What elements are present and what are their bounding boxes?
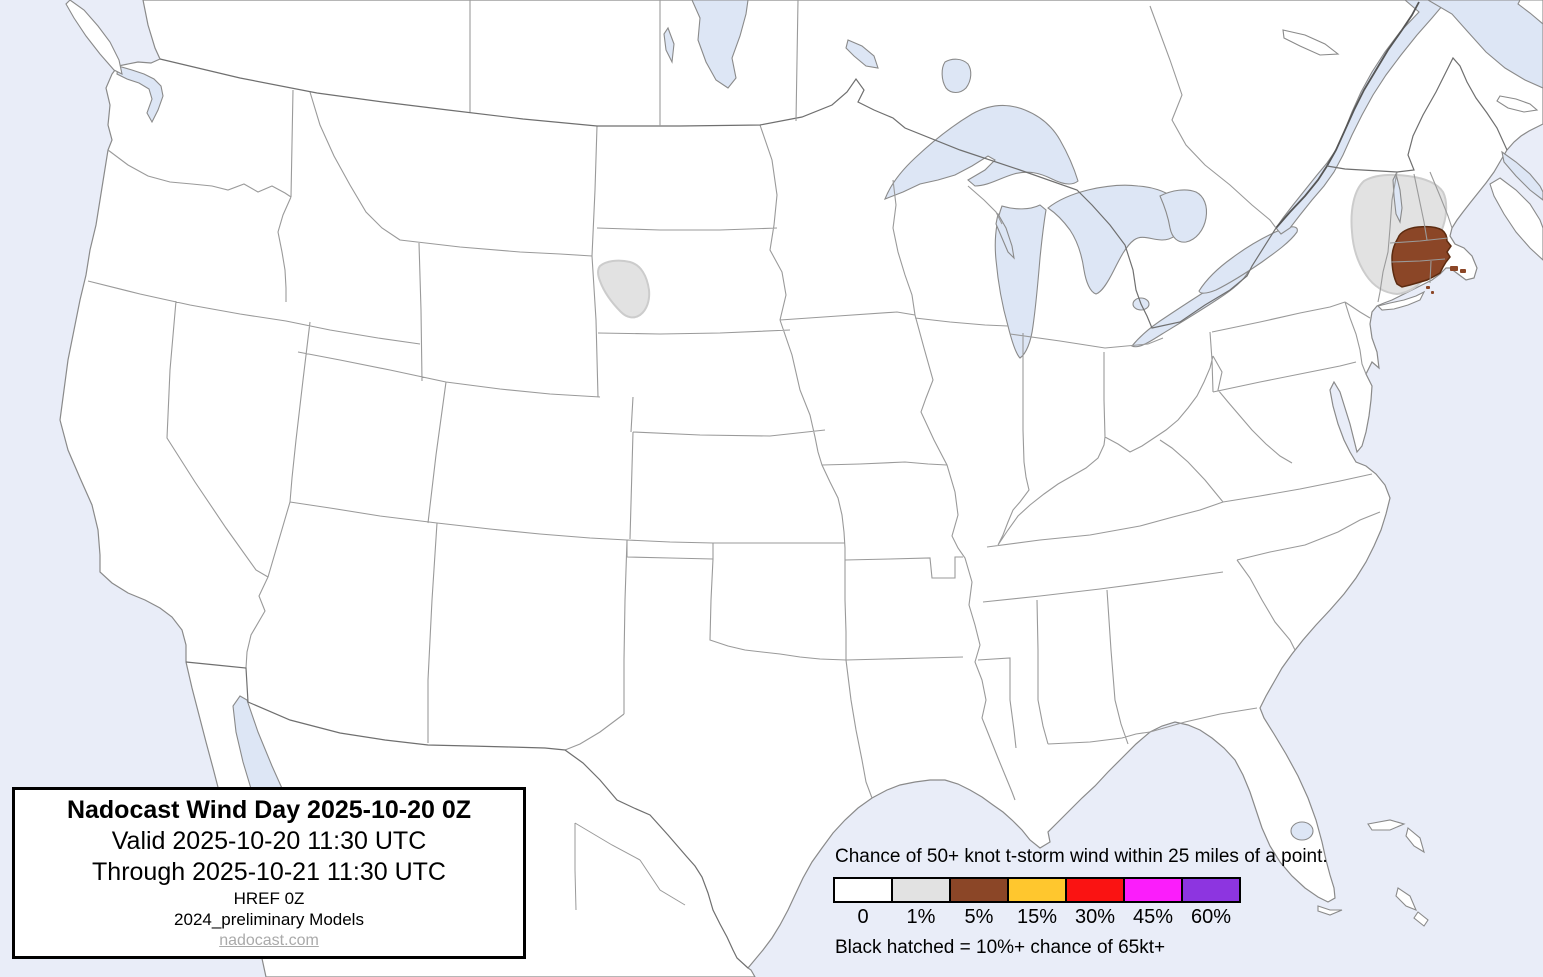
lake-huron — [1047, 184, 1184, 295]
legend-label-45pct: 45% — [1132, 906, 1174, 928]
islands — [65, 0, 1543, 927]
forecast-through-time: Through 2025-10-21 11:30 UTC — [92, 858, 446, 886]
legend-swatch-60pct — [1181, 877, 1241, 903]
probability-contours — [597, 173, 1466, 319]
bahamas-islands — [1367, 819, 1429, 927]
florida-keys — [1317, 905, 1343, 916]
mexico-state-borders — [574, 822, 686, 911]
legend-label-15pct: 15% — [1016, 906, 1058, 928]
lake-okeechobee — [1290, 821, 1314, 841]
lake-of-the-woods — [845, 39, 879, 69]
vancouver-island — [65, 0, 123, 76]
us-canada-45n-and-maine-border — [1326, 56, 1508, 173]
prince-edward-island — [1496, 95, 1539, 113]
legend-label-30pct: 30% — [1074, 906, 1116, 928]
legend-labels: 0 1% 5% 15% 30% 45% 60% — [833, 906, 1328, 929]
nadocast-site-link[interactable]: nadocast.com — [219, 932, 319, 949]
us-mexico-border — [185, 661, 749, 969]
lake-manitoba — [663, 26, 675, 64]
forecast-title: Nadocast Wind Day 2025-10-20 0Z — [66, 796, 472, 824]
legend-label-5pct: 5% — [964, 906, 994, 928]
legend-label-60pct: 60% — [1190, 906, 1232, 928]
lake-champlain — [1392, 172, 1403, 224]
st-lawrence-river-and-estuary — [1275, 0, 1446, 235]
cape-breton-nova-scotia — [1489, 177, 1543, 261]
state-borders — [87, 89, 1453, 801]
newfoundland-corner — [1517, 0, 1543, 25]
st-lawrence-border-river — [1275, 1, 1420, 229]
prob-5pct-island-specks — [1426, 266, 1466, 294]
legend-hatch-note: Black hatched = 10%+ chance of 65kt+ — [835, 937, 1166, 958]
international-borders — [159, 0, 1508, 969]
forecast-models-label: 2024_preliminary Models — [174, 910, 364, 929]
legend-swatch-15pct — [1007, 877, 1067, 903]
forecast-valid-time: Valid 2025-10-20 11:30 UTC — [111, 827, 427, 855]
probability-legend: Chance of 50+ knot t-storm wind within 2… — [833, 846, 1328, 959]
legend-label-1pct: 1% — [906, 906, 936, 928]
long-island — [1376, 290, 1426, 311]
legend-color-scale — [833, 877, 1328, 903]
prob-area-1pct-south-dakota — [597, 259, 651, 319]
lake-nipigon — [941, 58, 972, 94]
lake-winnipeg — [691, 0, 749, 89]
georgian-bay — [1159, 189, 1208, 243]
continent-landmass — [59, 0, 1543, 977]
legend-swatch-1pct — [891, 877, 951, 903]
legend-swatch-0 — [833, 877, 893, 903]
anticosti-island — [1282, 29, 1340, 56]
us-canada-border — [159, 58, 1277, 329]
canada-provincial-borders — [469, 0, 1277, 229]
legend-swatch-5pct — [949, 877, 1009, 903]
great-lakes — [116, 0, 1543, 841]
bay-of-fundy — [1501, 150, 1543, 201]
legend-swatch-30pct — [1065, 877, 1125, 903]
green-bay — [995, 212, 1015, 260]
legend-heading: Chance of 50+ knot t-storm wind within 2… — [835, 846, 1328, 867]
lake-ontario — [1198, 226, 1298, 294]
lake-superior — [884, 105, 1079, 200]
strait-of-georgia-puget-sound — [116, 65, 164, 124]
legend-label-0: 0 — [857, 906, 869, 928]
forecast-title-box: Nadocast Wind Day 2025-10-20 0Z Valid 20… — [12, 787, 526, 959]
gulf-of-st-lawrence — [1426, 0, 1543, 89]
forecast-model-run: HREF 0Z — [233, 889, 305, 908]
legend-swatch-45pct — [1123, 877, 1183, 903]
